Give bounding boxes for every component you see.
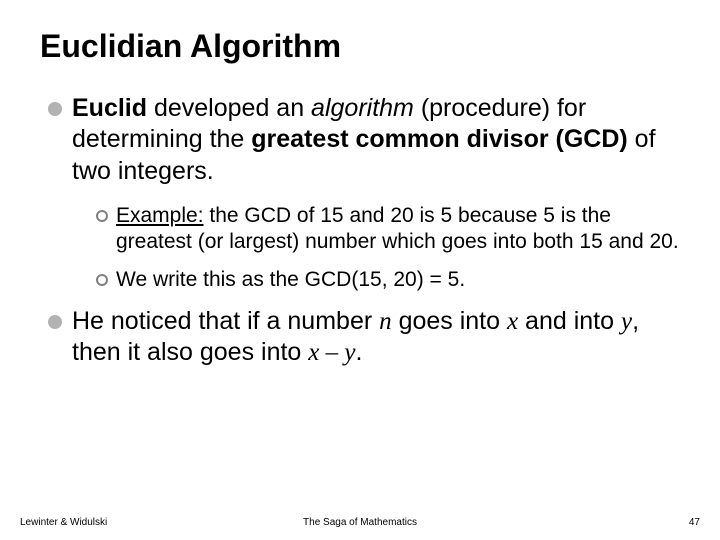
bullet-ring-icon bbox=[96, 210, 108, 222]
bullet-text: Example: the GCD of 15 and 20 is 5 becau… bbox=[116, 203, 680, 256]
bullet-dot-icon bbox=[48, 102, 62, 116]
slide-title: Euclidian Algorithm bbox=[40, 28, 680, 65]
footer-right: 47 bbox=[689, 517, 700, 528]
bullet-text: Euclid developed an algorithm (procedure… bbox=[72, 93, 680, 187]
bullet-level-2: Example: the GCD of 15 and 20 is 5 becau… bbox=[40, 203, 680, 256]
bullet-dot-icon bbox=[48, 315, 62, 329]
footer-left: Lewinter & Widulski bbox=[20, 517, 107, 528]
bullet-level-2: We write this as the GCD(15, 20) = 5. bbox=[40, 267, 680, 293]
footer-center: The Saga of Mathematics bbox=[303, 517, 417, 528]
bullet-ring-icon bbox=[96, 274, 108, 286]
bullet-text: He noticed that if a number n goes into … bbox=[72, 306, 680, 369]
bullet-text: We write this as the GCD(15, 20) = 5. bbox=[116, 267, 465, 293]
slide-footer: Lewinter & Widulski The Saga of Mathemat… bbox=[0, 517, 720, 528]
slide-body: Euclid developed an algorithm (procedure… bbox=[40, 93, 680, 368]
bullet-level-1: He noticed that if a number n goes into … bbox=[40, 306, 680, 369]
bullet-level-1: Euclid developed an algorithm (procedure… bbox=[40, 93, 680, 187]
